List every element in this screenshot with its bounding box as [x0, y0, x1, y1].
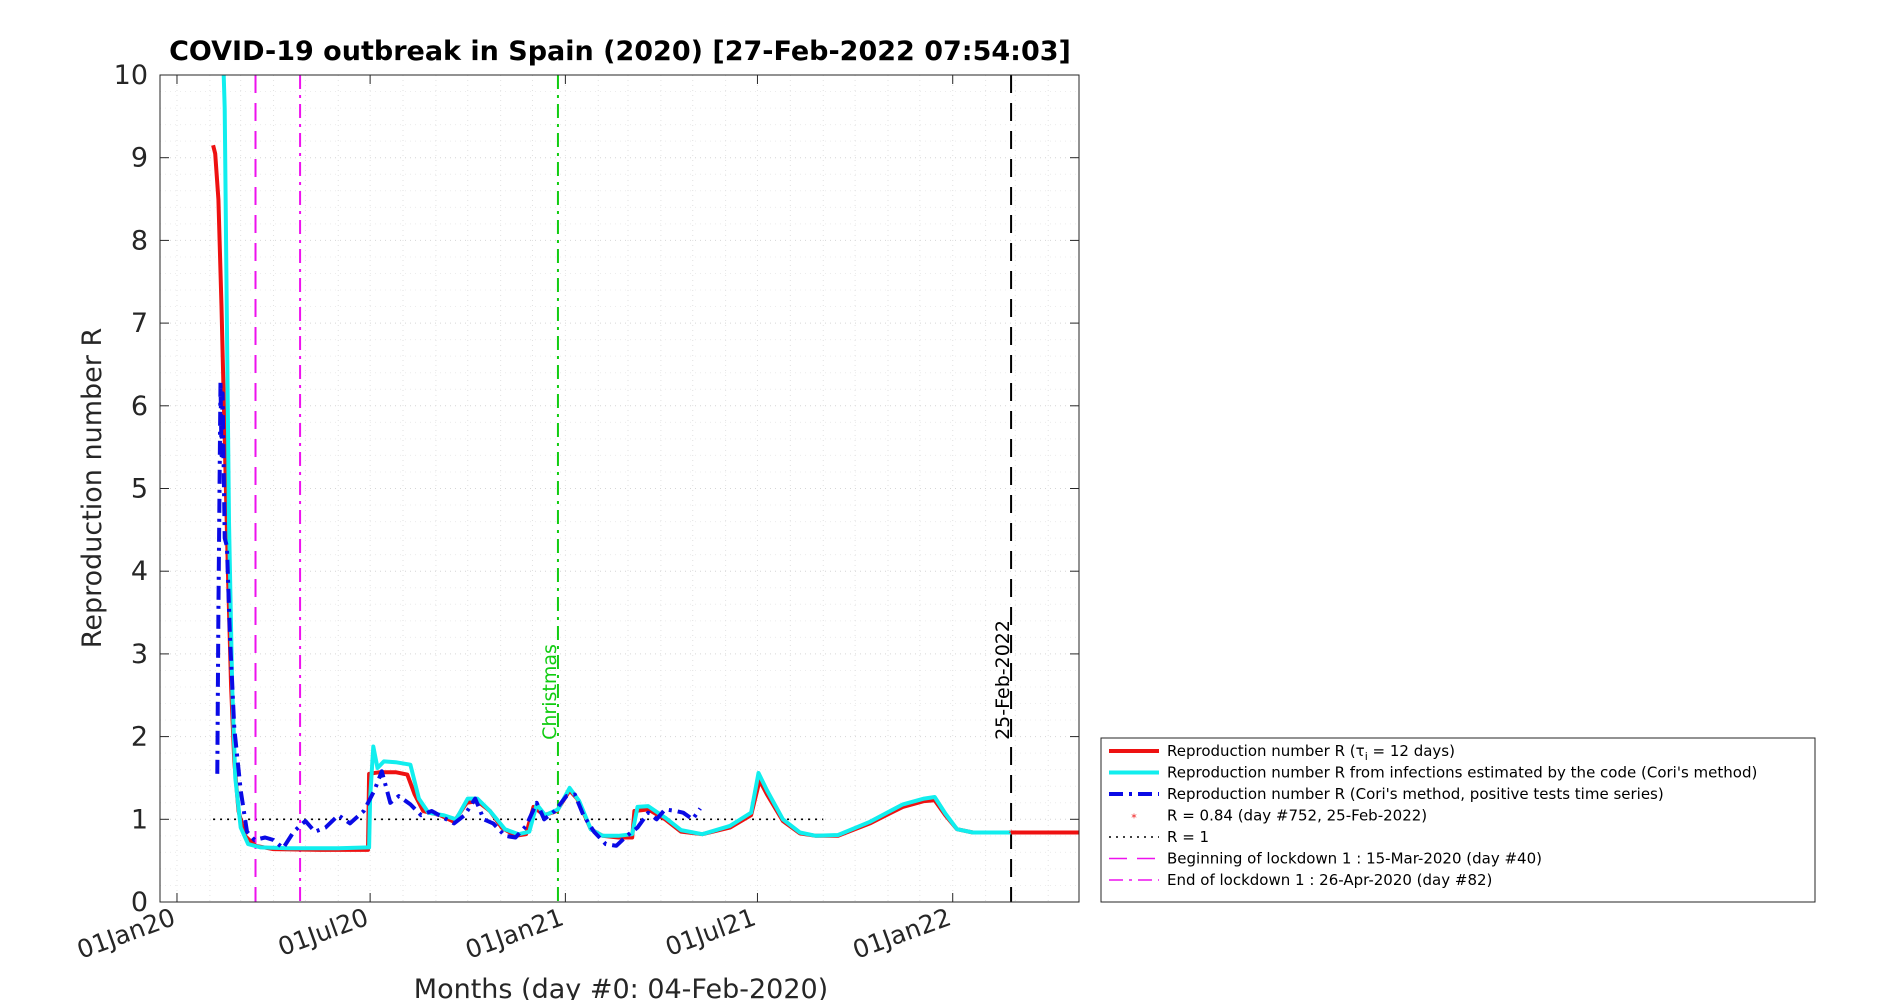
x-axis-label: Months (day #0: 04-Feb-2020) [414, 974, 828, 1000]
y-axis-ticks: 0 1 2 3 4 5 6 7 8 9 10 [114, 60, 1079, 918]
y-tick-label: 8 [131, 225, 148, 256]
reference-line-label: Christmas [539, 644, 561, 740]
legend-entry-label: Reproduction number R (τi = 12 days) [1167, 742, 1455, 763]
y-tick-label: 10 [114, 60, 148, 91]
series-line-3 [215, 379, 702, 851]
y-tick-label: 6 [131, 391, 148, 422]
y-tick-label: 2 [131, 722, 148, 753]
legend-entry-label: Beginning of lockdown 1 : 15-Mar-2020 (d… [1167, 850, 1542, 868]
x-tick-label: 01Jan21 [462, 902, 568, 964]
y-tick-label: 7 [131, 308, 148, 339]
legend-entry-label: R = 1 [1167, 828, 1209, 846]
x-tick-label: 01Jan20 [73, 902, 179, 964]
legend-entry-label: R = 0.84 (day #752, 25-Feb-2022) [1167, 807, 1427, 825]
legend-box [1100, 737, 1816, 903]
y-tick-label: 0 [131, 887, 148, 918]
legend-marker: * [1131, 812, 1137, 825]
y-tick-label: 5 [131, 474, 148, 505]
plot-background [160, 75, 1079, 902]
legend-entry-label: End of lockdown 1 : 26-Apr-2020 (day #82… [1167, 871, 1492, 889]
series-group: * [211, 75, 1079, 852]
y-tick-label: 4 [131, 556, 148, 587]
legend: Reproduction number R (τi = 12 days)Repr… [1100, 737, 1816, 903]
x-tick-label: 01Jul21 [661, 902, 759, 961]
y-tick-label: 1 [131, 804, 148, 835]
y-tick-label: 3 [131, 639, 148, 670]
reference-labels: Christmas 25-Feb-2022 [539, 620, 1014, 740]
reference-line-label: 25-Feb-2022 [992, 620, 1014, 740]
legend-entry-label: Reproduction number R from infections es… [1167, 764, 1757, 782]
x-tick-label: 01Jul20 [274, 902, 372, 961]
x-tick-label: 01Jan22 [849, 902, 955, 964]
y-axis-label: Reproduction number R [77, 328, 108, 648]
y-tick-label: 9 [131, 143, 148, 174]
plot-area: * Christmas 25-Feb-2022 0 1 2 3 4 5 6 7 8 9 10 01Ja… [73, 60, 1080, 965]
series-line-2 [221, 75, 1012, 851]
chart-title: COVID-19 outbreak in Spain (2020) [27-Fe… [169, 36, 1071, 67]
grid [160, 74, 1079, 903]
legend-entry-label: Reproduction number R (Cori's method, po… [1167, 785, 1664, 803]
reference-lines [213, 75, 1013, 902]
current-r-marker: * [1009, 829, 1014, 840]
